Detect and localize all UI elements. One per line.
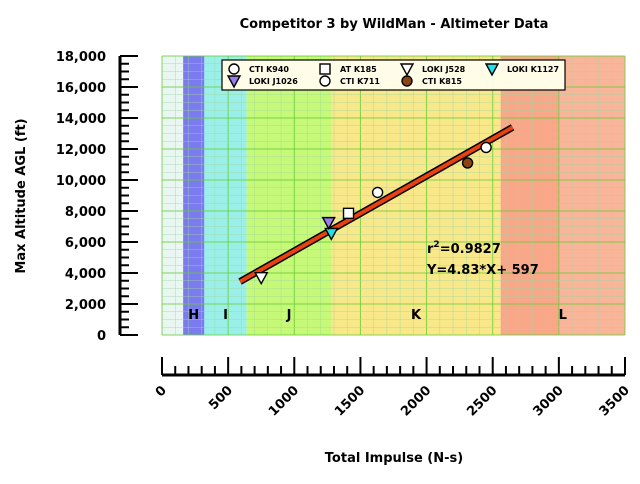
impulse-class-labels: H I J K L xyxy=(188,308,567,323)
data-point-loki-j528 xyxy=(254,271,269,286)
legend-label: AT K185 xyxy=(340,65,377,74)
class-label-k: K xyxy=(411,308,422,323)
x-tick-label: 500 xyxy=(206,383,236,413)
legend-marker xyxy=(226,75,242,89)
x-tick-label: 2500 xyxy=(464,383,500,419)
x-tick-label: 2000 xyxy=(398,383,434,419)
legend-label: LOKI J528 xyxy=(422,65,466,74)
y-axis-label: Max Altitude AGL (ft) xyxy=(14,118,29,273)
legend-marker xyxy=(401,75,413,87)
chart-title: Competitor 3 by WildMan - Altimeter Data xyxy=(240,17,549,32)
y-tick-label: 18,000 xyxy=(56,50,106,65)
legend-marker xyxy=(228,63,240,75)
r-squared-label: r2=0.9827 xyxy=(427,240,501,257)
grid-lines xyxy=(161,55,626,336)
class-label-h: H xyxy=(188,308,199,323)
x-axis: 0 500 1000 1500 2000 2500 3000 3500 xyxy=(153,357,633,419)
fit-line xyxy=(238,124,515,285)
y-axis: 0 2,000 4,000 6,000 8,000 10,000 12,000 14,000 1… xyxy=(56,50,138,344)
data-point-at-k185 xyxy=(342,207,355,220)
legend-marker xyxy=(319,63,331,75)
legend: CTI K940 AT K185 LOKI J528 LOKI K1127 LOKI J… xyxy=(221,59,566,91)
y-tick-label: 2,000 xyxy=(65,298,106,313)
legend-label: LOKI J1026 xyxy=(249,77,298,86)
class-label-l: L xyxy=(559,308,567,323)
plot-area: H I J K L r2=0.9827 Y=4.83*X+ 597 CTI K940 AT… xyxy=(161,55,626,336)
y-tick-label: 16,000 xyxy=(56,81,106,96)
x-tick-label: 0 xyxy=(153,383,170,400)
legend-label: CTI K815 xyxy=(422,77,462,86)
data-point-cti-k815 xyxy=(461,157,474,169)
class-label-j: J xyxy=(286,308,292,323)
x-tick-label: 3000 xyxy=(530,383,566,419)
legend-marker xyxy=(319,75,331,87)
x-tick-label: 1500 xyxy=(332,383,368,419)
legend-label: CTI K940 xyxy=(249,65,289,74)
fit-line-stroke xyxy=(239,125,514,284)
data-point-loki-j1026 xyxy=(321,216,336,231)
data-point-cti-k711 xyxy=(371,186,384,199)
x-tick-label: 3500 xyxy=(597,383,633,419)
fit-equation-label: Y=4.83*X+ 597 xyxy=(426,263,539,278)
fit-annotation: r2=0.9827 Y=4.83*X+ 597 xyxy=(426,240,539,278)
y-tick-label: 6,000 xyxy=(65,236,106,251)
legend-label: LOKI K1127 xyxy=(507,65,559,74)
y-tick-label: 0 xyxy=(97,329,106,344)
y-tick-label: 12,000 xyxy=(56,143,106,158)
y-tick-label: 4,000 xyxy=(65,267,106,282)
data-points xyxy=(254,141,492,286)
x-tick-label: 1000 xyxy=(266,383,302,419)
y-tick-label: 8,000 xyxy=(65,205,106,220)
legend-box xyxy=(221,59,566,91)
legend-marker xyxy=(399,63,415,77)
y-tick-label: 14,000 xyxy=(56,112,106,127)
legend-label: CTI K711 xyxy=(340,77,380,86)
y-tick-label: 10,000 xyxy=(56,174,106,189)
data-point-loki-k1127 xyxy=(324,227,339,241)
x-axis-label: Total Impulse (N-s) xyxy=(325,451,463,466)
legend-marker xyxy=(484,63,500,77)
data-point-cti-k940 xyxy=(480,141,492,154)
class-label-i: I xyxy=(223,308,228,323)
